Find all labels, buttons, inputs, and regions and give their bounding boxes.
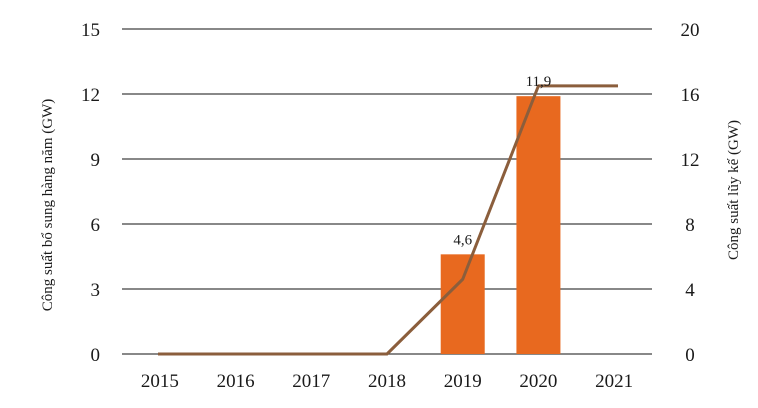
x-tick-label: 2020: [519, 371, 557, 392]
x-tick-label: 2019: [444, 371, 482, 392]
data-label: 11,9: [526, 74, 552, 90]
gridlines: [122, 28, 652, 355]
left-tick-label: 6: [91, 215, 101, 236]
right-tick-label: 0: [685, 345, 695, 366]
left-axis-ticks: 0 3 6 9 12 15: [81, 20, 100, 366]
right-tick-label: 12: [681, 150, 700, 171]
x-tick-label: 2015: [141, 371, 179, 392]
left-tick-label: 0: [91, 345, 101, 366]
right-tick-label: 16: [681, 85, 700, 106]
left-tick-label: 15: [81, 20, 100, 41]
left-tick-label: 3: [91, 280, 101, 301]
bar: [516, 96, 561, 355]
left-tick-label: 12: [81, 85, 100, 106]
bar-series: [440, 96, 561, 355]
x-tick-label: 2016: [217, 371, 255, 392]
cumulative-line: [158, 84, 618, 356]
x-tick-label: 2018: [368, 371, 406, 392]
right-axis-ticks: 0 4 8 12 16 20: [681, 20, 700, 366]
right-tick-label: 4: [685, 280, 695, 301]
right-axis-title: Công suất lũy kế (GW): [726, 120, 742, 260]
bar: [440, 254, 485, 354]
right-tick-label: 20: [681, 20, 700, 41]
x-axis-ticks: 2015 2016 2017 2018 2019 2020 2021: [141, 371, 633, 392]
left-tick-label: 9: [91, 150, 101, 171]
data-labels: 4,6 11,9: [453, 74, 551, 248]
data-label: 4,6: [453, 232, 472, 248]
line-series: [158, 84, 618, 356]
right-tick-label: 8: [685, 215, 695, 236]
left-axis-title: Công suất bổ sung hàng năm (GW): [40, 99, 56, 311]
x-tick-label: 2021: [595, 371, 633, 392]
x-tick-label: 2017: [292, 371, 330, 392]
